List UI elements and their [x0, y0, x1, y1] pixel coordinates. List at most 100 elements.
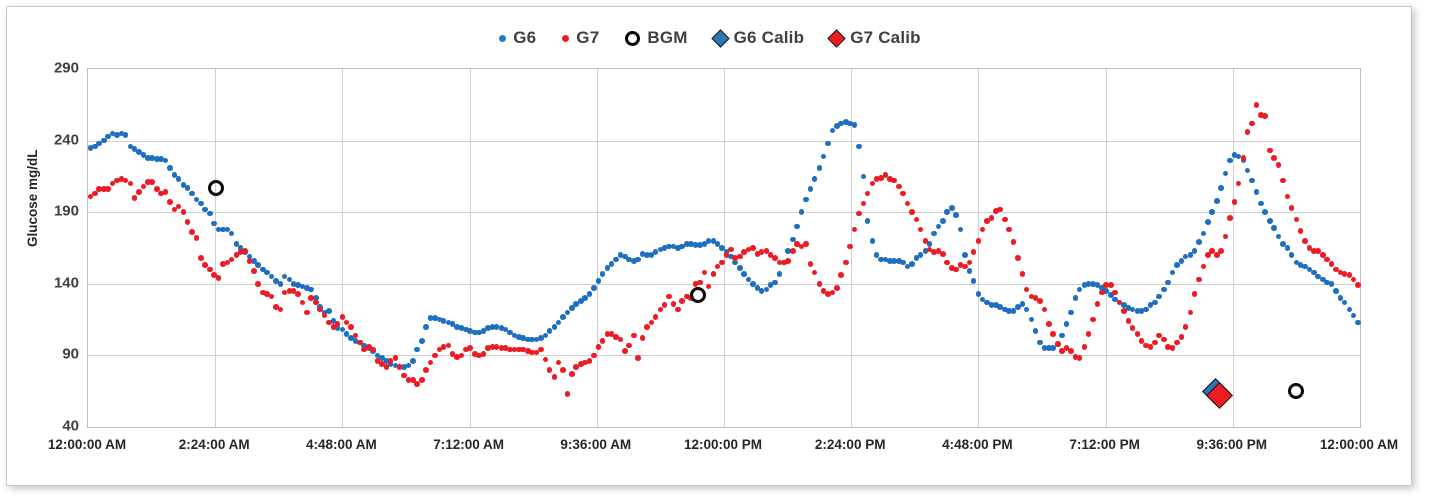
data-point-g7 — [485, 345, 491, 352]
legend-item-g6-calib[interactable]: G6 Calib — [710, 28, 805, 48]
data-point-g7 — [1222, 233, 1229, 240]
data-point-g7 — [352, 332, 359, 339]
data-point-g6 — [1138, 308, 1145, 314]
legend-label-g7-calib: G7 Calib — [850, 28, 921, 47]
data-point-g6 — [922, 248, 929, 254]
data-point-g7 — [264, 291, 270, 297]
data-point-g7 — [856, 210, 862, 217]
data-point-g6 — [723, 249, 730, 256]
data-point-g6 — [970, 278, 977, 284]
data-point-g7 — [1050, 331, 1056, 337]
data-point-g7 — [582, 359, 588, 366]
data-point-g7 — [1209, 248, 1215, 254]
data-point-g6 — [798, 209, 805, 215]
y-axis-tick-290: 290 — [53, 59, 79, 77]
data-point-g6 — [361, 342, 367, 349]
data-point-g7 — [1059, 348, 1065, 354]
legend-item-g7-calib[interactable]: G7 Calib — [827, 28, 921, 48]
data-point-g6 — [966, 268, 973, 274]
data-point-g6 — [538, 335, 544, 341]
legend-item-g6[interactable]: G6 — [499, 28, 536, 48]
bgm-marker — [208, 179, 225, 196]
data-point-g6 — [728, 253, 734, 260]
data-point-g7 — [1068, 348, 1074, 354]
data-point-g6 — [326, 308, 332, 314]
data-point-g6 — [1085, 281, 1092, 287]
data-point-g6 — [313, 295, 319, 301]
data-point-g6 — [410, 358, 416, 364]
data-point-g6 — [979, 296, 986, 303]
data-point-g6 — [1174, 262, 1180, 268]
data-point-g7 — [1046, 321, 1052, 327]
data-point-g7 — [286, 288, 293, 294]
data-point-g7 — [714, 263, 721, 270]
data-point-g7 — [1090, 316, 1096, 323]
data-point-g7 — [701, 269, 708, 276]
data-point-g7 — [847, 243, 853, 250]
data-point-g7 — [480, 351, 487, 357]
data-point-g7 — [207, 266, 213, 273]
data-point-g7 — [608, 331, 615, 337]
data-point-g7 — [652, 313, 659, 320]
data-point-g7 — [454, 354, 460, 360]
data-point-g6 — [92, 143, 98, 150]
data-point-g6 — [569, 305, 575, 311]
data-point-g7 — [432, 352, 438, 359]
data-point-g7 — [661, 302, 668, 309]
data-point-g7 — [361, 346, 367, 353]
data-point-g6 — [599, 270, 606, 277]
data-point-g6 — [379, 355, 385, 362]
g6-dot-icon — [499, 34, 507, 42]
data-point-g6 — [207, 210, 213, 217]
legend-item-g7[interactable]: G7 — [562, 28, 599, 48]
data-point-g7 — [370, 346, 376, 353]
data-point-g6 — [635, 256, 641, 263]
data-point-g6 — [578, 298, 584, 304]
data-point-g7 — [882, 172, 889, 178]
chart-card: G6 G7 BGM G6 Calib G7 Calib Glucose mg/d… — [6, 6, 1412, 486]
data-point-g6 — [1103, 288, 1109, 294]
data-point-g6 — [1032, 328, 1039, 334]
data-point-g7 — [838, 272, 844, 278]
legend-item-bgm[interactable]: BGM — [625, 28, 687, 48]
data-point-g6 — [260, 266, 266, 273]
data-point-g7 — [984, 217, 990, 224]
data-point-g6 — [1302, 263, 1308, 270]
data-point-g7 — [564, 391, 571, 397]
data-point-g7 — [790, 248, 796, 254]
data-point-g7 — [944, 259, 950, 266]
data-point-g6 — [454, 323, 460, 330]
data-point-g6 — [109, 130, 116, 137]
data-point-g7 — [604, 331, 611, 337]
data-point-g6 — [427, 315, 434, 321]
data-point-g6 — [308, 286, 314, 293]
data-point-g7 — [931, 249, 937, 256]
data-point-g6 — [763, 286, 770, 293]
data-point-g7 — [1076, 355, 1083, 362]
data-point-g7 — [728, 246, 734, 253]
data-point-g7 — [387, 358, 394, 364]
data-point-g7 — [1085, 331, 1092, 337]
data-point-g7 — [1041, 306, 1048, 313]
data-point-g7 — [211, 272, 217, 278]
data-point-g6 — [1059, 332, 1065, 339]
data-point-g6 — [1209, 209, 1215, 215]
data-point-g7 — [122, 177, 129, 184]
data-point-g6 — [1125, 305, 1132, 311]
data-point-g6 — [666, 243, 672, 250]
data-point-g7 — [458, 352, 465, 359]
data-point-g6 — [626, 256, 632, 263]
data-point-g7 — [87, 193, 94, 200]
data-point-g7 — [118, 176, 125, 183]
data-point-g7 — [339, 313, 346, 320]
data-point-g7 — [277, 306, 284, 313]
data-point-g7 — [834, 285, 840, 291]
data-point-g7 — [785, 258, 791, 264]
data-point-g7 — [1125, 318, 1132, 324]
data-point-g6 — [1288, 252, 1295, 258]
data-point-g6 — [864, 217, 871, 224]
data-point-g7 — [1094, 301, 1101, 307]
data-point-g7 — [993, 207, 999, 214]
data-point-g7 — [396, 364, 403, 370]
data-point-g7 — [1262, 113, 1268, 120]
